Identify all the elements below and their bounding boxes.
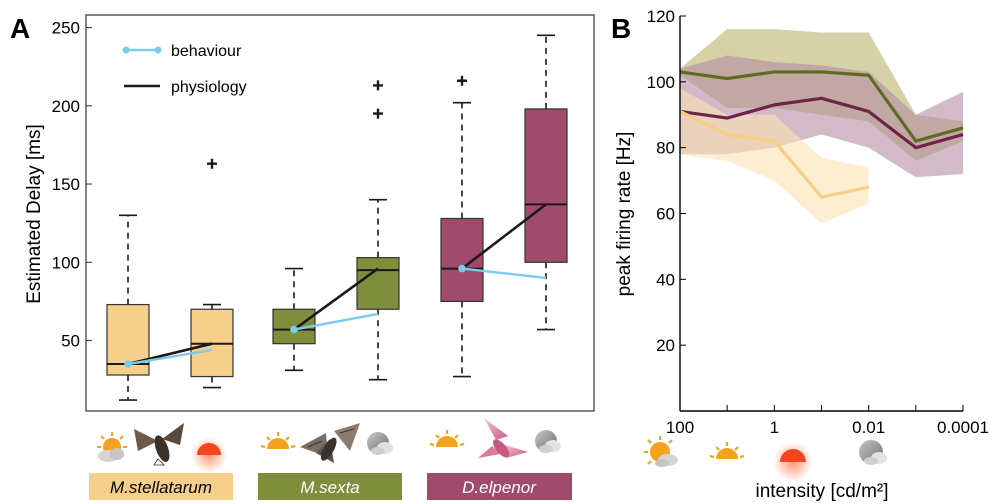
physiology-line [461,203,547,270]
sunset-icon [773,442,813,482]
y-tick-label: 150 [52,175,80,194]
panel-b-xlabel: intensity [cd/m²] [755,481,888,502]
y-tick-label: 40 [656,270,675,289]
panel-a-legend: behaviour physiology [122,43,247,96]
outlier-marker [373,108,383,119]
species-box-delpenor [427,473,572,500]
panel-a-ylabel: Estimated Delay [ms] [24,124,45,304]
panel-b-icons [644,436,887,482]
hummingbird-hawkmoth-icon [134,423,184,466]
panel-a-series-lines [124,203,547,368]
series-line [679,96,964,150]
legend-physiology-label: physiology [171,79,247,96]
panel-b-series-lines [679,70,964,199]
y-tick-label: 20 [656,336,675,355]
tobacco-hawkmoth-icon [300,423,360,463]
sunrise-icon [709,442,745,459]
y-tick-label: 100 [52,253,80,272]
species-label-delpenor: D.elpenor [462,478,537,497]
behaviour-line [127,348,213,366]
legend-behaviour-label: behaviour [171,43,242,60]
y-tick-label: 100 [647,73,675,92]
legend-behaviour-marker [154,46,162,54]
panel-a-label: A [10,13,30,44]
y-tick-label: 50 [61,332,80,351]
physiology-line [293,267,379,331]
y-tick-label: 120 [647,7,675,26]
moon-cloud-icon [859,440,887,465]
moon-cloud-icon [535,430,561,453]
behaviour-line [293,312,379,331]
x-tick-label: 0.0001 [937,418,989,437]
outlier-marker [373,80,383,91]
outlier-marker [207,158,217,169]
sunset-icon [191,437,227,473]
x-tick-label: 1 [770,418,779,437]
panel-b-axes: 20 40 60 80 100 120 100 1 0.01 0.0001 [647,7,989,437]
sun-cloud-icon [644,436,678,467]
moon-cloud-icon [367,432,393,455]
sun-cloud-icon [97,432,127,462]
panel-b-ylabel: peak firing rate [Hz] [614,132,635,297]
box [440,217,484,303]
series-line [679,70,964,143]
sunrise-icon [429,430,465,447]
behaviour-point [124,360,132,368]
behaviour-line [461,267,547,280]
outlier-marker [457,75,467,86]
panel-a-species-footer: M.stellatarum M.sexta D.elpenor [89,418,572,500]
box [356,257,400,310]
species-label-mstellatarum: M.stellatarum [110,478,212,497]
box [524,108,568,263]
x-tick-label: 100 [666,418,694,437]
x-tick-label: 0.01 [852,418,885,437]
species-label-msexta: M.sexta [300,478,360,497]
behaviour-point [458,264,466,273]
panel-b-label: B [611,13,631,44]
y-tick-label: 250 [52,19,80,38]
series-line [679,110,869,199]
y-tick-label: 200 [52,97,80,116]
elephant-hawkmoth-icon [478,418,528,458]
panel-b-bands [680,29,963,224]
legend-behaviour-marker [122,46,130,54]
sunrise-icon [260,432,296,449]
behaviour-point [290,325,298,334]
y-tick-label: 80 [656,139,675,158]
confidence-band [680,88,869,224]
y-tick-label: 60 [656,205,675,224]
species-box-mstellatarum [89,473,233,500]
panel-a-frame [85,14,595,412]
species-box-msexta [258,473,402,500]
panel-a-y-axis: 50 100 150 200 250 [52,19,92,351]
